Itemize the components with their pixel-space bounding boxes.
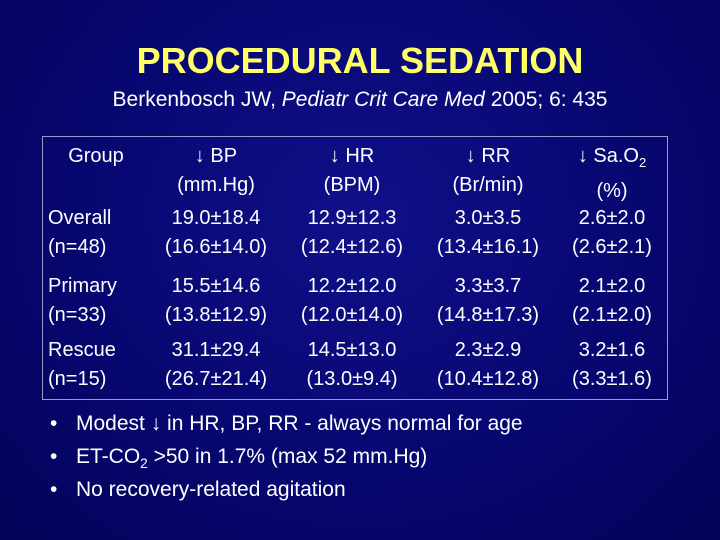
cell-line: 31.1±29.4	[171, 339, 261, 361]
cell-line: (14.8±17.3)	[436, 304, 540, 326]
title: PROCEDURAL SEDATION	[136, 40, 584, 81]
row-group: Overall (n=48)	[48, 204, 111, 262]
cell-line: (2.6±2.1)	[572, 236, 652, 258]
bullet-dot: •	[50, 445, 58, 468]
text: No recovery-related agitation	[76, 478, 346, 501]
text: >50 in 1.7% (max 52 mm.Hg)	[147, 445, 428, 468]
bullet-text: No recovery-related agitation	[76, 478, 346, 502]
group-line: (n=15)	[48, 368, 107, 390]
cell-line: (2.1±2.0)	[572, 304, 652, 326]
cell-line: 3.2±1.6	[578, 339, 646, 361]
header-group: Group	[68, 145, 124, 167]
header-unit: (mm.Hg)	[177, 174, 255, 196]
cell-line: 12.9±12.3	[307, 207, 397, 229]
group-line: Rescue	[48, 339, 116, 361]
table	[42, 136, 668, 400]
header-cell: ↓ HR (BPM)	[284, 142, 420, 200]
cell-line: (3.3±1.6)	[572, 368, 652, 390]
cell-line: (12.4±12.6)	[300, 236, 404, 258]
header-text: ↓ RR	[465, 145, 511, 167]
header-label: ↓ BP	[148, 142, 284, 171]
cell-line: 12.2±12.0	[307, 275, 397, 297]
header-unit: (BPM)	[323, 174, 381, 196]
data-cell: 31.1±29.4 (26.7±21.4)	[148, 336, 284, 394]
group-line: (n=33)	[48, 304, 107, 326]
bullet-dot: •	[50, 412, 58, 435]
header-label: ↓ HR	[284, 142, 420, 171]
text: ET-CO	[76, 445, 141, 468]
group-line: Primary	[48, 275, 117, 297]
header-cell: ↓ RR (Br/min)	[420, 142, 556, 200]
cell-line: 2.6±2.0	[578, 207, 646, 229]
row-group: Primary (n=33)	[48, 272, 117, 330]
header-text: ↓ Sa.O	[577, 145, 639, 167]
header-label: ↓ RR	[420, 142, 556, 171]
subscript: 2	[140, 456, 148, 472]
cell-line: 14.5±13.0	[307, 339, 397, 361]
cell-line: (13.8±12.9)	[164, 304, 268, 326]
bullet-dot: •	[50, 478, 58, 501]
group-line: (n=48)	[48, 236, 107, 258]
header-cell: ↓ Sa.O2 (%)	[544, 142, 680, 206]
cell-line: 2.1±2.0	[578, 275, 646, 297]
header-label: ↓ Sa.O2	[544, 142, 680, 177]
subtitle: Berkenbosch JW, Pediatr Crit Care Med 20…	[0, 88, 720, 112]
data-cell: 2.3±2.9 (10.4±12.8)	[420, 336, 556, 394]
cell-line: 3.3±3.7	[454, 275, 522, 297]
cell-line: 19.0±18.4	[171, 207, 261, 229]
data-cell: 3.2±1.6 (3.3±1.6)	[544, 336, 680, 394]
header-sub: 2	[638, 155, 647, 170]
cell-line: (12.0±14.0)	[300, 304, 404, 326]
cell-line: (10.4±12.8)	[436, 368, 540, 390]
citation: 2005; 6: 435	[490, 88, 608, 111]
bullet-text: Modest ↓ in HR, BP, RR - always normal f…	[76, 412, 523, 436]
bullet-text: ET-CO2 >50 in 1.7% (max 52 mm.Hg)	[76, 445, 427, 471]
data-cell: 2.6±2.0 (2.6±2.1)	[544, 204, 680, 262]
cell-line: (13.4±16.1)	[436, 236, 540, 258]
cell-line: 15.5±14.6	[171, 275, 261, 297]
data-cell: 12.9±12.3 (12.4±12.6)	[284, 204, 420, 262]
data-cell: 3.0±3.5 (13.4±16.1)	[420, 204, 556, 262]
group-line: Overall	[48, 207, 112, 229]
header-unit: (%)	[596, 180, 628, 202]
journal: Pediatr Crit Care Med	[281, 88, 485, 111]
header-text: ↓ BP	[194, 145, 238, 167]
data-cell: 15.5±14.6 (13.8±12.9)	[148, 272, 284, 330]
cell-line: (13.0±9.4)	[306, 368, 398, 390]
data-cell: 12.2±12.0 (12.0±14.0)	[284, 272, 420, 330]
header-text: ↓ HR	[329, 145, 375, 167]
header-unit: (Br/min)	[452, 174, 524, 196]
text: Modest ↓ in HR, BP, RR - always normal f…	[76, 412, 523, 435]
cell-line: 3.0±3.5	[454, 207, 522, 229]
data-cell: 14.5±13.0 (13.0±9.4)	[284, 336, 420, 394]
data-cell: 3.3±3.7 (14.8±17.3)	[420, 272, 556, 330]
row-group: Rescue (n=15)	[48, 336, 116, 394]
cell-line: 2.3±2.9	[454, 339, 522, 361]
authors: Berkenbosch JW,	[112, 88, 276, 111]
data-cell: 2.1±2.0 (2.1±2.0)	[544, 272, 680, 330]
cell-line: (26.7±21.4)	[164, 368, 268, 390]
cell-line: (16.6±14.0)	[164, 236, 268, 258]
header-cell: ↓ BP (mm.Hg)	[148, 142, 284, 200]
data-cell: 19.0±18.4 (16.6±14.0)	[148, 204, 284, 262]
